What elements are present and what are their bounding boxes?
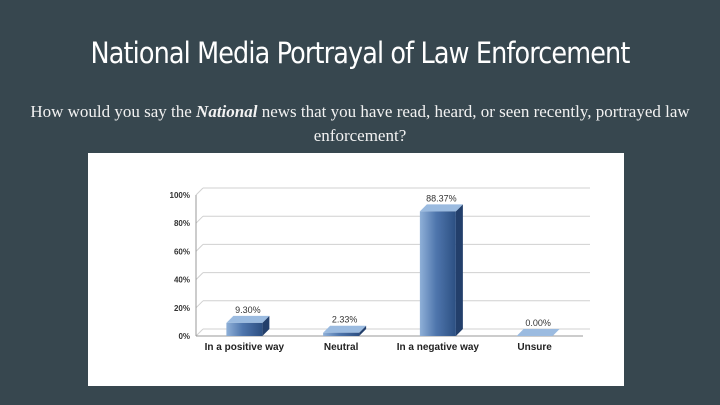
- question-text-end: news that you have read, heard, or seen …: [257, 102, 690, 145]
- data-label: 88.37%: [426, 193, 457, 203]
- bar: [226, 322, 263, 336]
- question-emphasis: National: [196, 102, 258, 121]
- gridline-slant: [195, 244, 204, 252]
- bar: [419, 211, 456, 336]
- bar-top: [226, 315, 270, 323]
- gridline-slant: [195, 187, 204, 196]
- bar-group: [516, 329, 560, 336]
- y-tick-label: 100%: [170, 191, 190, 200]
- slide-title: National Media Portrayal of Law Enforcem…: [90, 36, 631, 70]
- chart-panel: 0% 20% 40% 60% 80% 100% 9.30% In a positive way…: [88, 153, 624, 386]
- bar-side: [359, 325, 367, 336]
- data-label: 0.00%: [525, 318, 551, 328]
- category-label: Unsure: [517, 342, 552, 353]
- bar: [323, 332, 360, 336]
- gridline-slant: [195, 300, 204, 309]
- bar-group: [226, 315, 270, 336]
- bar-top: [419, 204, 463, 212]
- bar-side: [455, 204, 463, 336]
- y-tick-label: 60%: [174, 247, 190, 256]
- y-tick-label: 20%: [174, 304, 190, 313]
- category-label: Neutral: [324, 342, 359, 353]
- y-tick-label: 80%: [174, 219, 190, 228]
- bar-top: [516, 329, 560, 336]
- bar-top: [323, 325, 367, 333]
- category-label: In a negative way: [397, 342, 480, 353]
- data-label: 2.33%: [332, 315, 358, 325]
- gridline-slant: [195, 215, 204, 224]
- bar-group: [419, 204, 463, 336]
- gridline-slant: [195, 328, 204, 337]
- bar-chart: 0% 20% 40% 60% 80% 100% 9.30% In a positive way…: [170, 187, 590, 353]
- data-label: 9.30%: [235, 305, 261, 315]
- bar-group: [323, 325, 367, 336]
- category-label: In a positive way: [205, 342, 285, 353]
- y-tick-label: 0%: [178, 332, 190, 341]
- gridline-slant: [195, 272, 204, 280]
- bar-side: [262, 315, 270, 336]
- y-tick-label: 40%: [174, 276, 190, 285]
- question-text-start: How would you say the: [30, 102, 197, 121]
- survey-question: How would you say the National news that…: [30, 100, 690, 148]
